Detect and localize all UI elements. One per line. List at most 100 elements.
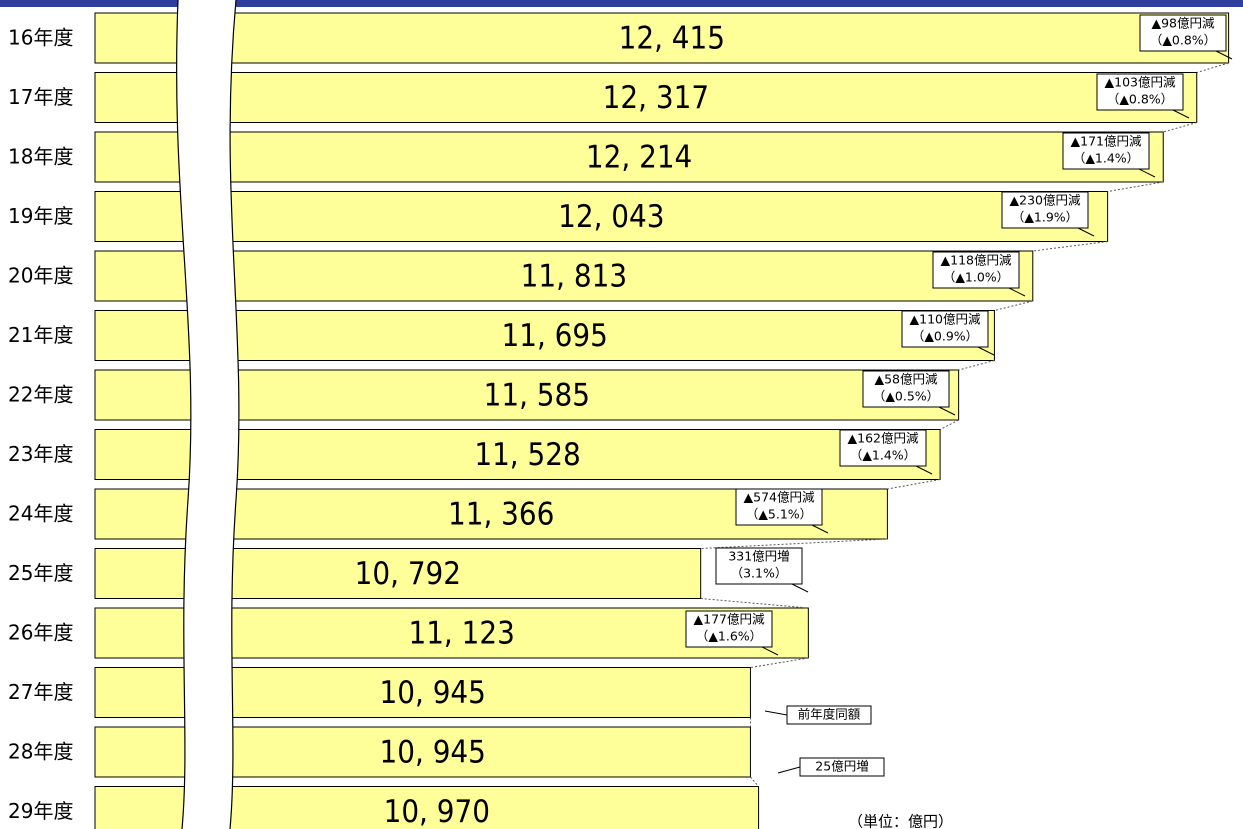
callout-box — [1062, 132, 1150, 170]
connector — [1163, 122, 1197, 133]
annotation: （▲1.0%） — [943, 270, 1009, 285]
annotation: ▲230億円減 — [1010, 193, 1081, 208]
value-label: 11, 528 — [474, 437, 580, 473]
connector — [750, 657, 809, 668]
value-label: 11, 695 — [501, 318, 607, 354]
annotation: （▲0.8%） — [1150, 33, 1216, 48]
annotation: ▲98億円減 — [1151, 16, 1215, 31]
annotation: ▲177億円減 — [694, 612, 765, 627]
annotation: （▲1.9%） — [1012, 210, 1078, 225]
annotation: ▲58億円減 — [874, 372, 938, 387]
bar — [94, 131, 1164, 183]
value-label: 10, 970 — [384, 794, 490, 829]
annotation: （▲0.9%） — [912, 329, 978, 344]
annotation: 前年度同額 — [798, 707, 861, 722]
value-label: 12, 317 — [603, 80, 709, 116]
axis-break — [176, 0, 239, 829]
callout-tail — [1008, 287, 1026, 297]
value-label: 10, 945 — [380, 735, 486, 771]
annotation: ▲118億円減 — [941, 253, 1012, 268]
callout-tail — [811, 524, 829, 534]
callout-box — [932, 251, 1020, 289]
top-band — [0, 0, 1243, 7]
callout-tail — [938, 406, 956, 416]
axis-break-edge — [176, 0, 192, 829]
connector — [1032, 241, 1108, 252]
value-label: 11, 813 — [521, 259, 627, 295]
connector — [994, 300, 1033, 311]
annotation: （▲0.5%） — [873, 389, 939, 404]
callout-box — [735, 488, 823, 526]
category-label: 19年度 — [8, 204, 73, 228]
bar — [94, 191, 1109, 242]
connector — [887, 479, 941, 490]
category-label: 25年度 — [8, 561, 73, 585]
callout-tail — [977, 346, 995, 356]
bars — [94, 12, 1230, 829]
bar — [94, 250, 1034, 302]
callout-tail — [1215, 50, 1233, 60]
connector — [700, 538, 888, 549]
connector — [958, 360, 995, 371]
connector — [700, 598, 809, 609]
connector — [1107, 181, 1164, 192]
value-label: 12, 214 — [586, 140, 692, 176]
annotation: （▲1.6%） — [696, 629, 762, 644]
callout-tail — [1138, 168, 1156, 178]
callout-box — [1001, 191, 1089, 229]
category-label: 27年度 — [8, 680, 73, 704]
callout-tail — [1172, 109, 1190, 119]
connector — [939, 419, 959, 430]
connector — [750, 776, 759, 787]
annotation: （▲0.8%） — [1107, 92, 1173, 107]
category-label: 26年度 — [8, 621, 73, 645]
callout-tail — [791, 583, 809, 593]
callout-box — [1096, 73, 1184, 111]
callout-tail — [764, 710, 788, 716]
category-label: 28年度 — [8, 740, 73, 764]
annotation: ▲574億円減 — [744, 490, 815, 505]
category-label: 22年度 — [8, 383, 73, 407]
annotation: 331億円増 — [728, 549, 789, 564]
value-label: 12, 043 — [558, 199, 664, 235]
category-label: 17年度 — [8, 85, 73, 109]
callout-box — [839, 429, 927, 467]
category-label: 16年度 — [8, 26, 73, 50]
value-label: 12, 415 — [619, 21, 725, 57]
bar — [94, 72, 1198, 123]
category-label: 24年度 — [8, 502, 73, 526]
callout-box — [862, 370, 950, 408]
annotation: ▲162億円減 — [848, 431, 919, 446]
annotation: （3.1%） — [731, 566, 788, 581]
category-label: 21年度 — [8, 323, 73, 347]
category-label: 18年度 — [8, 145, 73, 169]
annotation: ▲103億円減 — [1105, 75, 1176, 90]
category-label: 20年度 — [8, 264, 73, 288]
callout-box — [715, 547, 803, 585]
callout-tail — [1077, 227, 1095, 237]
value-label: 10, 945 — [380, 675, 486, 711]
annotation: （▲1.4%） — [1073, 151, 1139, 166]
callout-tail — [915, 465, 933, 475]
category-label: 29年度 — [8, 799, 73, 823]
bar — [94, 310, 995, 361]
annotation: 25億円増 — [815, 759, 868, 774]
annotation: （▲1.4%） — [850, 448, 916, 463]
annotation: （▲5.1%） — [746, 507, 812, 522]
value-label: 10, 792 — [355, 556, 461, 592]
callout-tail — [761, 646, 779, 656]
callout-box — [685, 610, 773, 648]
unit-note: （単位：億円） — [848, 813, 953, 829]
value-label: 11, 366 — [448, 497, 554, 533]
connector — [1196, 62, 1229, 73]
bar — [94, 12, 1230, 64]
category-label: 23年度 — [8, 442, 73, 466]
callout-box — [901, 310, 989, 348]
callout-tail — [777, 766, 801, 774]
value-label: 11, 585 — [484, 378, 590, 414]
callout-box — [1139, 14, 1227, 52]
annotation: ▲171億円減 — [1071, 134, 1142, 149]
value-label: 11, 123 — [408, 616, 514, 652]
axis-break-edge — [229, 0, 240, 829]
